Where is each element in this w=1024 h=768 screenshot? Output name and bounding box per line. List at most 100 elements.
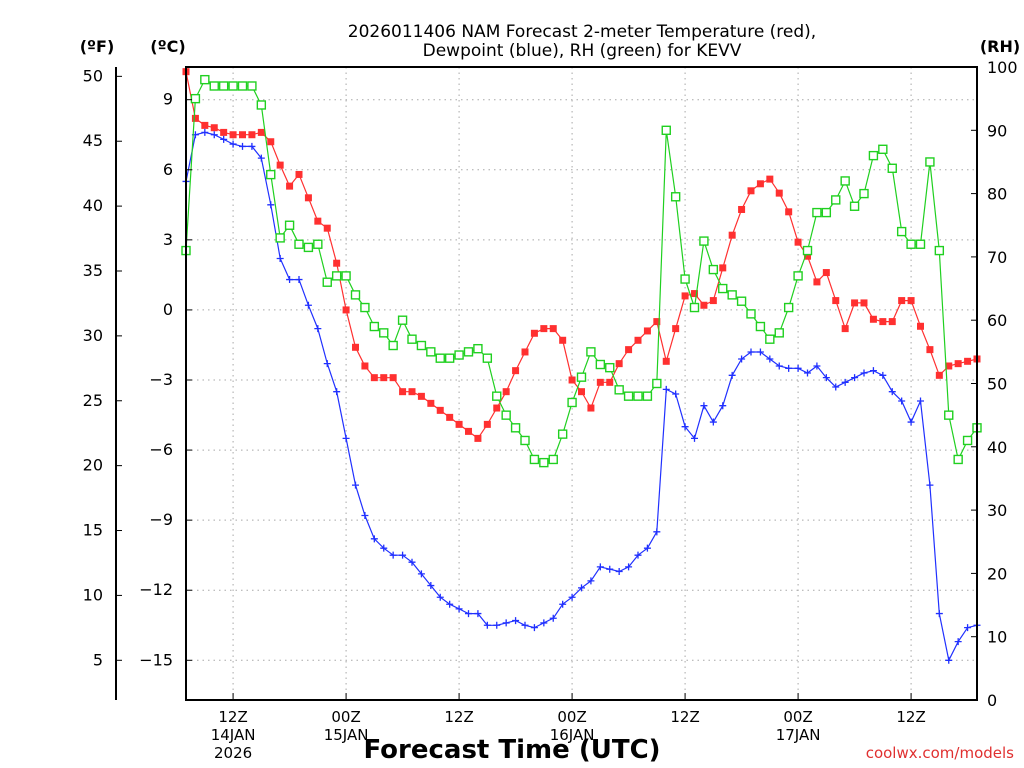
rh-point bbox=[831, 195, 841, 205]
x-tick-label: 12Z bbox=[218, 708, 247, 726]
rh-point bbox=[520, 435, 530, 446]
rh-point bbox=[896, 226, 907, 237]
rh-tick-label: 80 bbox=[987, 185, 1007, 204]
dewpoint-point bbox=[964, 624, 972, 632]
rh-point bbox=[680, 274, 690, 284]
dewpoint-point bbox=[295, 276, 303, 284]
2-meter-temperature-point bbox=[606, 378, 614, 386]
2-meter-temperature-point bbox=[794, 238, 802, 246]
dewpoint-point bbox=[201, 128, 209, 136]
rh-point bbox=[473, 343, 483, 354]
rh-point bbox=[256, 100, 267, 110]
rh-point bbox=[444, 353, 455, 363]
rh-point bbox=[642, 391, 653, 401]
2-meter-temperature-point bbox=[869, 315, 877, 323]
x-tick-label: 12Z bbox=[444, 708, 473, 726]
dewpoint-point bbox=[954, 638, 962, 646]
2-meter-temperature-point bbox=[898, 297, 906, 305]
2-meter-temperature-point bbox=[191, 114, 199, 122]
dewpoint-point bbox=[540, 619, 548, 627]
chart-subtitle: Dewpoint (blue), RH (green) for KEVV bbox=[423, 41, 742, 61]
rh-tick-label: 60 bbox=[987, 311, 1007, 330]
rh-point bbox=[341, 271, 351, 281]
dewpoint-point bbox=[606, 565, 614, 573]
rh-point bbox=[727, 290, 737, 300]
celsius-tick-label: −9 bbox=[149, 510, 173, 529]
fahrenheit-tick-label: 45 bbox=[83, 131, 103, 150]
rh-tick-label: 0 bbox=[987, 691, 997, 710]
2-meter-temperature-point bbox=[229, 131, 237, 139]
dewpoint-point bbox=[907, 418, 915, 426]
rh-point bbox=[510, 423, 521, 433]
dewpoint-point bbox=[399, 551, 407, 559]
rh-point bbox=[576, 372, 587, 382]
rh-point bbox=[755, 321, 766, 332]
2-meter-temperature-point bbox=[493, 404, 501, 412]
rh-point bbox=[708, 264, 719, 275]
rh-point bbox=[595, 359, 606, 370]
dewpoint-point bbox=[370, 535, 378, 543]
rh-point bbox=[623, 391, 634, 401]
rh-point bbox=[369, 321, 380, 332]
2-meter-temperature-point bbox=[427, 399, 435, 407]
2-meter-temperature-point bbox=[822, 269, 830, 277]
dewpoint-point bbox=[917, 397, 924, 405]
dewpoint-point bbox=[502, 619, 510, 627]
dewpoint-point bbox=[709, 418, 717, 426]
x-tick-label: 00Z bbox=[783, 708, 812, 726]
rh-series bbox=[181, 74, 982, 468]
2-meter-temperature-point bbox=[945, 362, 953, 370]
chart-title: 2026011406 NAM Forecast 2-meter Temperat… bbox=[348, 22, 816, 42]
rh-point bbox=[605, 362, 615, 373]
dewpoint-point bbox=[851, 374, 859, 382]
2-meter-temperature-point bbox=[785, 208, 793, 216]
dewpoint-point bbox=[210, 131, 218, 139]
2-meter-temperature-point bbox=[267, 138, 275, 146]
rh-point bbox=[200, 74, 210, 85]
2-meter-temperature-point bbox=[719, 264, 727, 272]
rh-point bbox=[586, 347, 596, 357]
dewpoint-point bbox=[719, 402, 727, 410]
dewpoint-point bbox=[672, 390, 680, 398]
rh-point bbox=[350, 290, 361, 300]
2-meter-temperature-point bbox=[728, 231, 736, 239]
rh-point bbox=[906, 239, 916, 249]
dewpoint-point bbox=[681, 423, 689, 431]
2-meter-temperature-point bbox=[954, 360, 962, 368]
celsius-tick-label: 3 bbox=[163, 230, 173, 249]
2-meter-temperature-point bbox=[380, 374, 388, 382]
2-meter-temperature-point bbox=[804, 252, 811, 260]
dewpoint-point bbox=[323, 360, 331, 368]
rh-point bbox=[463, 347, 474, 357]
rh-point bbox=[689, 302, 700, 313]
dewpoint-point bbox=[578, 584, 585, 592]
2-meter-temperature-point bbox=[860, 299, 868, 307]
celsius-tick-label: 6 bbox=[163, 160, 173, 179]
dewpoint-point bbox=[352, 481, 359, 489]
dewpoint-point bbox=[775, 362, 783, 370]
grid-lines bbox=[186, 67, 977, 700]
rh-point bbox=[915, 239, 926, 249]
dewpoint-point bbox=[521, 621, 529, 629]
rh-point bbox=[275, 233, 285, 243]
2-meter-temperature-point bbox=[681, 292, 689, 300]
dewpoint-point bbox=[483, 621, 491, 629]
rh-tick-label: 20 bbox=[987, 564, 1007, 583]
2-meter-temperature-point bbox=[446, 413, 454, 421]
fahrenheit-tick-label: 20 bbox=[83, 456, 103, 475]
2-meter-temperature-point bbox=[634, 336, 642, 344]
fahrenheit-tick-label: 15 bbox=[83, 521, 103, 540]
dewpoint-point bbox=[286, 276, 294, 284]
rh-point bbox=[736, 296, 747, 306]
rh-point bbox=[934, 245, 945, 256]
dewpoint-point bbox=[549, 614, 557, 622]
rh-point bbox=[209, 81, 219, 91]
2-meter-temperature-point bbox=[587, 404, 595, 412]
rh-point bbox=[944, 410, 954, 420]
2-meter-temperature-point bbox=[455, 420, 463, 428]
rh-point bbox=[331, 271, 342, 281]
rh-tick-label: 30 bbox=[987, 501, 1007, 520]
rh-tick-label: 50 bbox=[987, 375, 1007, 394]
